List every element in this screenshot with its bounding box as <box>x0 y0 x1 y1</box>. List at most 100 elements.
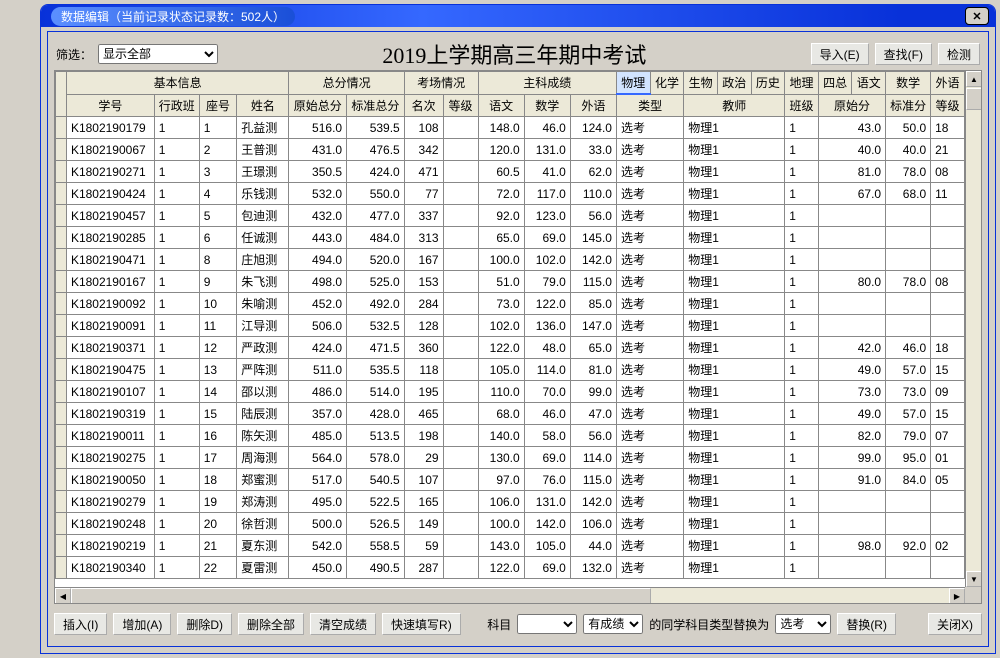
cell-sstd[interactable]: 92.0 <box>886 535 931 557</box>
quickfill-button[interactable]: 快速填写R) <box>382 613 461 635</box>
cell-grade[interactable] <box>443 469 478 491</box>
cell-math[interactable]: 117.0 <box>524 183 570 205</box>
cell-grade[interactable] <box>443 249 478 271</box>
cell-name[interactable]: 陆辰测 <box>237 403 289 425</box>
cell-math[interactable]: 69.0 <box>524 557 570 579</box>
cell-foreign[interactable]: 147.0 <box>570 315 616 337</box>
tab-politics[interactable]: 政治 <box>717 72 751 95</box>
cell-classno[interactable]: 1 <box>785 557 819 579</box>
cell-grade[interactable] <box>443 425 478 447</box>
tab-math[interactable]: 数学 <box>886 72 931 95</box>
cell-teacher[interactable]: 物理1 <box>684 359 785 381</box>
col-sstd[interactable]: 标准分 <box>886 94 931 117</box>
cell-rank[interactable]: 153 <box>404 271 443 293</box>
cell-chinese[interactable]: 110.0 <box>478 381 524 403</box>
cell-teacher[interactable]: 物理1 <box>684 271 785 293</box>
cell-rank[interactable]: 108 <box>404 117 443 139</box>
cell-class[interactable]: 1 <box>154 183 199 205</box>
cell-math[interactable]: 41.0 <box>524 161 570 183</box>
cell-name[interactable]: 严阵测 <box>237 359 289 381</box>
cell-id[interactable]: K1802190471 <box>66 249 154 271</box>
tab-foreign[interactable]: 外语 <box>931 72 965 95</box>
cell-sraw[interactable]: 82.0 <box>818 425 885 447</box>
cell-class[interactable]: 1 <box>154 535 199 557</box>
cell-math[interactable]: 122.0 <box>524 293 570 315</box>
cell-rank[interactable]: 313 <box>404 227 443 249</box>
subject-select[interactable] <box>517 614 577 634</box>
col-name[interactable]: 姓名 <box>237 94 289 117</box>
cell-std[interactable]: 578.0 <box>347 447 405 469</box>
cell-sgrade[interactable] <box>931 513 965 535</box>
cell-grade[interactable] <box>443 227 478 249</box>
cell-grade[interactable] <box>443 161 478 183</box>
cell-teacher[interactable]: 物理1 <box>684 249 785 271</box>
cell-chinese[interactable]: 105.0 <box>478 359 524 381</box>
cell-seat[interactable]: 3 <box>199 161 237 183</box>
cell-math[interactable]: 131.0 <box>524 139 570 161</box>
cell-type[interactable]: 选考 <box>616 425 683 447</box>
cell-id[interactable]: K1802190067 <box>66 139 154 161</box>
cell-class[interactable]: 1 <box>154 359 199 381</box>
cell-teacher[interactable]: 物理1 <box>684 117 785 139</box>
cell-foreign[interactable]: 145.0 <box>570 227 616 249</box>
insert-button[interactable]: 插入(I) <box>54 613 107 635</box>
cell-raw[interactable]: 432.0 <box>289 205 347 227</box>
cell-classno[interactable]: 1 <box>785 469 819 491</box>
cell-sgrade[interactable]: 05 <box>931 469 965 491</box>
cell-type[interactable]: 选考 <box>616 359 683 381</box>
cell-foreign[interactable]: 85.0 <box>570 293 616 315</box>
cell-id[interactable]: K1802190219 <box>66 535 154 557</box>
cell-id[interactable]: K1802190371 <box>66 337 154 359</box>
cell-chinese[interactable]: 100.0 <box>478 249 524 271</box>
cell-math[interactable]: 58.0 <box>524 425 570 447</box>
cell-foreign[interactable]: 56.0 <box>570 425 616 447</box>
cell-name[interactable]: 朱喻测 <box>237 293 289 315</box>
cell-id[interactable]: K1802190475 <box>66 359 154 381</box>
cell-classno[interactable]: 1 <box>785 491 819 513</box>
row-selector[interactable] <box>56 271 67 293</box>
cell-rank[interactable]: 198 <box>404 425 443 447</box>
cell-class[interactable]: 1 <box>154 117 199 139</box>
cell-chinese[interactable]: 140.0 <box>478 425 524 447</box>
table-row[interactable]: K1802190107114邵以测486.0514.0195110.070.09… <box>56 381 965 403</box>
cell-id[interactable]: K1802190248 <box>66 513 154 535</box>
cell-seat[interactable]: 14 <box>199 381 237 403</box>
cell-teacher[interactable]: 物理1 <box>684 337 785 359</box>
cell-seat[interactable]: 1 <box>199 117 237 139</box>
cell-seat[interactable]: 9 <box>199 271 237 293</box>
table-row[interactable]: K180219017911孔益测516.0539.5108148.046.012… <box>56 117 965 139</box>
row-selector[interactable] <box>56 139 67 161</box>
cell-sgrade[interactable] <box>931 205 965 227</box>
cell-sraw[interactable]: 42.0 <box>818 337 885 359</box>
row-selector[interactable] <box>56 249 67 271</box>
cell-teacher[interactable]: 物理1 <box>684 557 785 579</box>
cell-grade[interactable] <box>443 557 478 579</box>
cell-sgrade[interactable] <box>931 557 965 579</box>
cell-std[interactable]: 526.5 <box>347 513 405 535</box>
cell-std[interactable]: 558.5 <box>347 535 405 557</box>
cell-classno[interactable]: 1 <box>785 117 819 139</box>
cell-sgrade[interactable]: 21 <box>931 139 965 161</box>
cell-sgrade[interactable]: 18 <box>931 337 965 359</box>
cell-teacher[interactable]: 物理1 <box>684 161 785 183</box>
row-selector[interactable] <box>56 293 67 315</box>
cell-grade[interactable] <box>443 447 478 469</box>
cell-id[interactable]: K1802190107 <box>66 381 154 403</box>
cell-seat[interactable]: 21 <box>199 535 237 557</box>
cell-sraw[interactable] <box>818 293 885 315</box>
cell-std[interactable]: 490.5 <box>347 557 405 579</box>
tab-four[interactable]: 四总 <box>818 72 852 95</box>
cell-class[interactable]: 1 <box>154 447 199 469</box>
cell-teacher[interactable]: 物理1 <box>684 535 785 557</box>
cell-class[interactable]: 1 <box>154 315 199 337</box>
cell-raw[interactable]: 498.0 <box>289 271 347 293</box>
table-row[interactable]: K180219047118庄旭测494.0520.0167100.0102.01… <box>56 249 965 271</box>
cell-std[interactable]: 471.5 <box>347 337 405 359</box>
cell-chinese[interactable]: 143.0 <box>478 535 524 557</box>
cell-id[interactable]: K1802190179 <box>66 117 154 139</box>
cell-seat[interactable]: 12 <box>199 337 237 359</box>
close-icon[interactable]: ✕ <box>965 7 989 25</box>
cell-foreign[interactable]: 142.0 <box>570 249 616 271</box>
delete-button[interactable]: 删除D) <box>177 613 232 635</box>
table-row[interactable]: K1802190475113严阵测511.0535.5118105.0114.0… <box>56 359 965 381</box>
